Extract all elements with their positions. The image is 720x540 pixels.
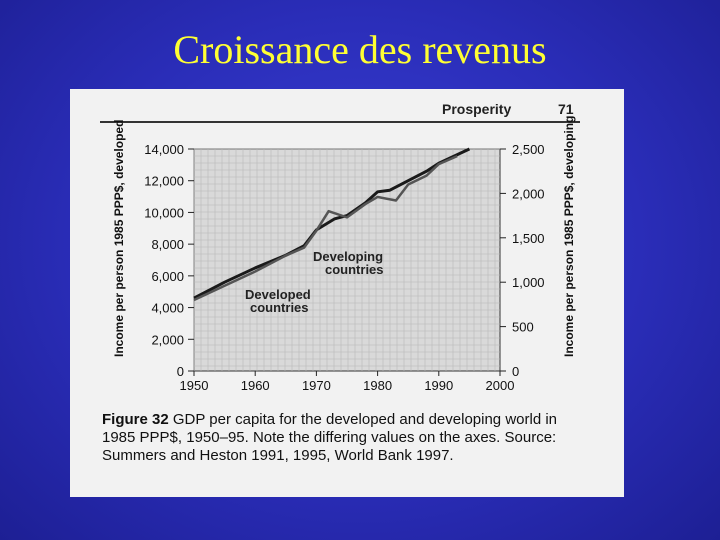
right-axis-ticks: 0 500 1,000 1,500 2,000 2,500 bbox=[500, 142, 545, 379]
plot-area bbox=[193, 148, 501, 372]
left-tick-label: 12,000 bbox=[144, 174, 184, 189]
left-tick-label: 2,000 bbox=[151, 332, 184, 347]
x-tick-label: 1990 bbox=[424, 378, 453, 393]
right-tick-label: 0 bbox=[512, 364, 519, 379]
right-tick-label: 2,500 bbox=[512, 142, 545, 157]
gdp-chart: 02,0004,0006,0008,00010,00012,00014,000 … bbox=[112, 116, 576, 393]
x-axis-ticks: 1950 1960 1970 1980 1990 2000 bbox=[180, 371, 515, 393]
x-tick-label: 1970 bbox=[302, 378, 331, 393]
right-tick-label: 1,500 bbox=[512, 231, 545, 246]
right-axis-title: Income per person 1985 PPP$, developing bbox=[562, 116, 576, 357]
left-tick-label: 0 bbox=[177, 364, 184, 379]
left-axis-title: Income per person 1985 PPP$, developed bbox=[112, 120, 126, 357]
developed-countries-label-line2: countries bbox=[250, 300, 309, 315]
developed-series-line bbox=[193, 147, 471, 300]
x-tick-label: 1950 bbox=[180, 378, 209, 393]
header-rule bbox=[100, 121, 580, 123]
x-tick-label: 2000 bbox=[486, 378, 515, 393]
x-tick-label: 1960 bbox=[241, 378, 270, 393]
running-head: Prosperity bbox=[442, 101, 512, 117]
figure-caption: Figure 32 GDP per capita for the develop… bbox=[102, 411, 572, 465]
page-number: 71 bbox=[558, 101, 574, 117]
left-tick-label: 14,000 bbox=[144, 142, 184, 157]
grid bbox=[193, 148, 500, 371]
left-tick-label: 10,000 bbox=[144, 205, 184, 220]
right-tick-label: 1,000 bbox=[512, 275, 545, 290]
right-tick-label: 2,000 bbox=[512, 186, 545, 201]
figure-caption-text: GDP per capita for the developed and dev… bbox=[102, 411, 557, 464]
series-lines bbox=[193, 147, 471, 302]
left-axis-ticks: 0 2,000 4,000 6,000 8,000 10,000 12,000 14,000 bbox=[144, 142, 194, 379]
right-tick-label: 500 bbox=[512, 320, 534, 335]
developed-countries-label: Developed bbox=[245, 287, 311, 302]
x-tick-label: 1980 bbox=[363, 378, 392, 393]
figure-label: Figure 32 bbox=[102, 411, 169, 428]
left-tick-label: 8,000 bbox=[151, 237, 184, 252]
left-tick-label: 4,000 bbox=[151, 301, 184, 316]
developing-series-line bbox=[193, 154, 458, 302]
developing-countries-label-line2: countries bbox=[325, 262, 384, 277]
book-page: Prosperity 71 0 2,000 4,000 6,000 8,000 10,00… bbox=[70, 89, 624, 497]
developing-countries-label: Developing bbox=[313, 249, 383, 264]
slide-title: Croissance des revenus bbox=[173, 27, 547, 72]
left-tick-label: 6,000 bbox=[151, 269, 184, 284]
